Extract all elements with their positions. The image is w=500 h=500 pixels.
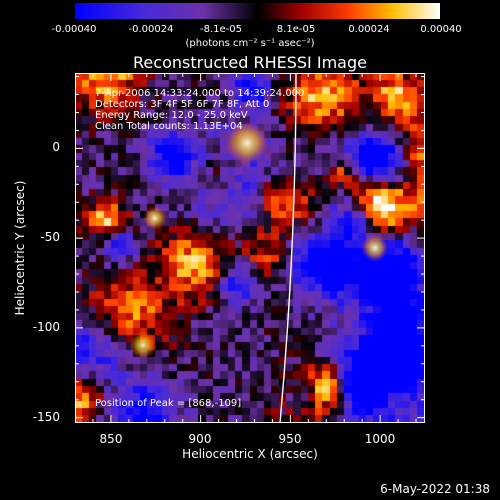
rhessi-image — [75, 73, 425, 423]
info-energy: Energy Range: 12.0 - 25.0 keV — [95, 110, 248, 121]
axis-ticks — [75, 73, 425, 423]
x-tick-label: 950 — [278, 432, 302, 446]
colorbar-tick: -0.00040 — [51, 24, 97, 35]
x-axis-label: Heliocentric X (arcsec) — [182, 447, 318, 461]
info-method: Clean Total counts: 1.13E+04 — [95, 121, 243, 132]
plot-frame — [75, 73, 425, 423]
y-tick-label: -100 — [32, 320, 60, 334]
colorbar-units: (photons cm⁻² s⁻¹ asec⁻²) — [185, 38, 315, 49]
colorbar-tick: 0.00040 — [420, 24, 462, 35]
colorbar-tick: -0.00024 — [128, 24, 174, 35]
info-time: 7-Apr-2006 14:33:24.000 to 14:39:24.000 — [95, 88, 305, 99]
y-tick-label: 0 — [52, 140, 60, 154]
y-tick-label: -50 — [40, 230, 60, 244]
plot-title: Reconstructed RHESSI Image — [133, 53, 367, 72]
info-detectors: Detectors: 3F 4F 5F 6F 7F 8F, Att 0 — [95, 99, 270, 110]
x-tick-label: 900 — [188, 432, 212, 446]
colorbar — [75, 3, 440, 19]
x-tick-label: 1000 — [364, 432, 396, 446]
image-plot: 7-Apr-2006 14:33:24.000 to 14:39:24.000 … — [75, 73, 425, 423]
y-tick-label: -150 — [32, 410, 60, 424]
colorbar-tick: -8.1e-05 — [200, 24, 242, 35]
x-tick-label: 850 — [99, 432, 123, 446]
plot-overlay — [75, 73, 425, 423]
timestamp: 6-May-2022 01:38 — [380, 482, 490, 496]
colorbar-tick: 8.1e-05 — [276, 24, 316, 35]
info-peak: Position of Peak = [868,-109] — [95, 398, 242, 409]
colorbar-tick: 0.00024 — [348, 24, 390, 35]
solar-limb — [279, 73, 297, 423]
y-axis-label: Heliocentric Y (arcsec) — [13, 180, 27, 316]
